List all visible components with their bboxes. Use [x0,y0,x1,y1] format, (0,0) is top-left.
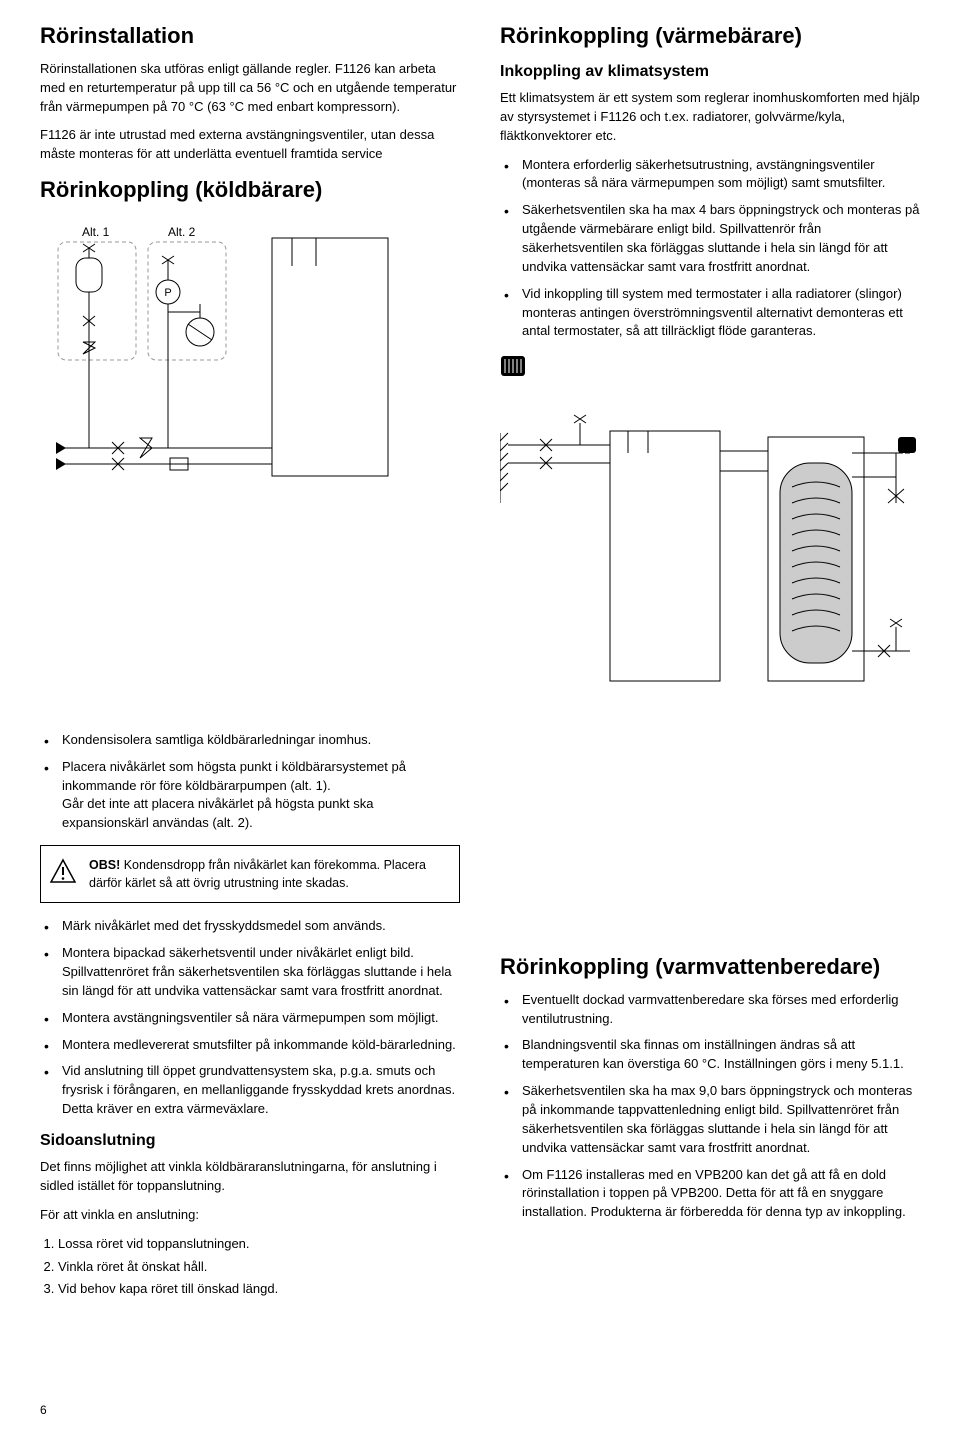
label-alt2: Alt. 2 [168,225,196,239]
bullet-kb-6: Montera medlevererat smutsfilter på inko… [40,1036,460,1055]
para-sido-2: För att vinkla en anslutning: [40,1206,460,1225]
bullets-kb-2: Märk nivåkärlet med det frysskyddsmedel … [40,917,460,1119]
ol-sido-3: Vid behov kapa röret till önskad längd. [58,1280,460,1299]
right-column-bottom: Rörinkoppling (varmvattenberedare) Event… [500,731,920,1309]
obs-text: Kondensdropp från nivåkärlet kan förekom… [89,858,426,890]
obs-bold: OBS! [89,858,120,872]
para-sido-1: Det finns möjlighet att vinkla köldbärar… [40,1158,460,1196]
label-p: P [164,287,171,299]
para-intro-1: Rörinstallationen ska utföras enligt gäl… [40,60,460,117]
label-alt1: Alt. 1 [82,225,110,239]
ol-sido-2: Vinkla röret åt önskat håll. [58,1258,460,1277]
ol-sido: Lossa röret vid toppanslutningen. Vinkla… [40,1235,460,1300]
para-intro-2: F1126 är inte utrustad med externa avstä… [40,126,460,164]
bullets-varmebarare: Montera erforderlig säkerhetsutrustning,… [500,156,920,342]
bullet-kb-2: Placera nivåkärlet som högsta punkt i kö… [40,758,460,833]
left-column-top: Rörinstallation Rörinstallationen ska ut… [40,20,460,723]
warning-icon [49,858,77,884]
left-column-bottom: Kondensisolera samtliga köldbärarledning… [40,731,460,1309]
bullets-kb-1: Kondensisolera samtliga köldbärarledning… [40,731,460,833]
diagram-koldbarare: Alt. 1 Alt. 2 P [40,216,460,512]
bullet-vb-3: Vid inkoppling till system med termostat… [500,285,920,342]
bullet-kb-7: Vid anslutning till öppet grundvattensys… [40,1062,460,1119]
radiator-icon [500,355,526,383]
bullet-vv-1: Eventuellt dockad varmvattenberedare ska… [500,991,920,1029]
bullet-vv-2: Blandningsventil ska finnas om inställni… [500,1036,920,1074]
page-number: 6 [40,1402,47,1419]
right-column-top: Rörinkoppling (värmebärare) Inkoppling a… [500,20,920,723]
bullet-vb-2: Säkerhetsventilen ska ha max 4 bars öppn… [500,201,920,276]
bottom-columns: Kondensisolera samtliga köldbärarledning… [40,731,920,1309]
bullet-kb-5: Montera avstängningsventiler så nära vär… [40,1009,460,1028]
obs-note: OBS! Kondensdropp från nivåkärlet kan fö… [40,845,460,903]
bullet-kb-1: Kondensisolera samtliga köldbärarledning… [40,731,460,750]
ol-sido-1: Lossa röret vid toppanslutningen. [58,1235,460,1254]
top-columns: Rörinstallation Rörinstallationen ska ut… [40,20,920,723]
heading-rorinkoppling-varmvatten: Rörinkoppling (varmvattenberedare) [500,951,920,983]
heading-rorinkoppling-varmebarare: Rörinkoppling (värmebärare) [500,20,920,52]
bullet-kb-3: Märk nivåkärlet med det frysskyddsmedel … [40,917,460,936]
diagram-varmebarare [500,393,920,709]
bullet-kb-4: Montera bipackad säkerhetsventil under n… [40,944,460,1001]
heading-inkoppling-klimatsystem: Inkoppling av klimatsystem [500,60,920,83]
bullet-vv-3: Säkerhetsventilen ska ha max 9,0 bars öp… [500,1082,920,1157]
heading-rorinstallation: Rörinstallation [40,20,460,52]
bullets-vv: Eventuellt dockad varmvattenberedare ska… [500,991,920,1222]
heading-rorinkoppling-koldbarare: Rörinkoppling (köldbärare) [40,174,460,206]
bullet-vb-1: Montera erforderlig säkerhetsutrustning,… [500,156,920,194]
heading-sidoanslutning: Sidoanslutning [40,1129,460,1152]
para-klimat: Ett klimatsystem är ett system som regle… [500,89,920,146]
bullet-vv-4: Om F1126 installeras med en VPB200 kan d… [500,1166,920,1223]
